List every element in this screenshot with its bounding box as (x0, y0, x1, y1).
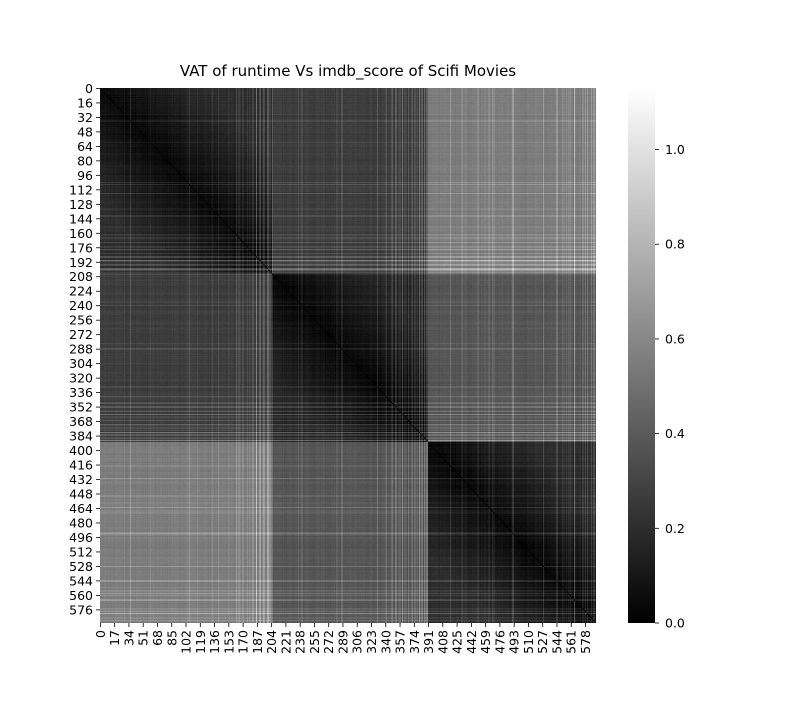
x-tick-label: 561 (564, 630, 579, 654)
x-tick-label: 170 (236, 630, 251, 654)
x-tick-label: 204 (264, 630, 279, 654)
y-tick-label: 0 (85, 81, 93, 96)
y-tick-label: 240 (69, 298, 93, 313)
y-tick-label: 208 (69, 269, 93, 284)
y-tick-label: 496 (69, 530, 93, 545)
y-tick-label: 464 (69, 501, 93, 516)
x-tick-label: 527 (535, 630, 550, 654)
x-tick-label: 153 (221, 630, 236, 654)
x-tick-label: 510 (521, 630, 536, 654)
y-tick-label: 576 (69, 602, 93, 617)
x-tick-label: 102 (179, 630, 194, 654)
y-tick-label: 560 (69, 588, 93, 603)
colorbar-tick-label: 1.0 (665, 142, 685, 157)
y-tick-label: 128 (69, 197, 93, 212)
x-tick-label: 272 (321, 630, 336, 654)
x-tick-label: 51 (136, 630, 151, 646)
colorbar-tick-label: 0.2 (665, 521, 685, 536)
y-tick-label: 336 (69, 385, 93, 400)
y-tick-label: 48 (77, 124, 93, 139)
colorbar-tick-label: 0.4 (665, 426, 685, 441)
x-tick-label: 119 (193, 630, 208, 654)
y-tick-label: 304 (69, 356, 93, 371)
x-axis-ticks: 0 17 34 51 68 85 102 119 136 153 170 187 204 221 238 25… (93, 623, 593, 654)
y-tick-label: 64 (77, 139, 93, 154)
y-tick-label: 32 (77, 110, 93, 125)
x-tick-label: 289 (335, 630, 350, 654)
y-axis-ticks: 0163248648096112128144160176192208224240… (69, 81, 100, 617)
y-tick-label: 432 (69, 472, 93, 487)
x-tick-label: 357 (393, 630, 408, 654)
x-tick-label: 374 (407, 630, 422, 654)
y-tick-label: 144 (69, 211, 93, 226)
x-tick-label: 255 (307, 630, 322, 654)
x-tick-label: 323 (364, 630, 379, 654)
heatmap-cells (100, 88, 596, 623)
x-tick-label: 85 (164, 630, 179, 646)
x-tick-label: 442 (464, 630, 479, 654)
x-tick-label: 408 (435, 630, 450, 654)
x-tick-label: 340 (378, 630, 393, 654)
heatmap-image (100, 88, 596, 623)
x-tick-label: 17 (107, 630, 122, 646)
y-tick-label: 448 (69, 487, 93, 502)
x-tick-label: 493 (507, 630, 522, 654)
x-tick-label: 136 (207, 630, 222, 654)
x-tick-label: 578 (578, 630, 593, 654)
y-tick-label: 224 (69, 284, 93, 299)
y-tick-label: 16 (77, 95, 93, 110)
x-tick-label: 68 (150, 630, 165, 646)
x-tick-label: 459 (478, 630, 493, 654)
colorbar-ticks: 0.0 0.2 0.4 0.6 0.8 1.0 (655, 142, 685, 631)
x-tick-label: 238 (293, 630, 308, 654)
x-tick-label: 0 (93, 630, 108, 638)
y-tick-label: 480 (69, 515, 93, 530)
y-tick-label: 256 (69, 313, 93, 328)
y-tick-label: 112 (69, 182, 93, 197)
y-tick-label: 384 (69, 429, 93, 444)
colorbar-tick-label: 0.8 (665, 237, 685, 252)
colorbar (628, 88, 655, 623)
y-tick-label: 352 (69, 400, 93, 415)
y-tick-label: 416 (69, 458, 93, 473)
x-tick-label: 391 (421, 630, 436, 654)
y-tick-label: 160 (69, 226, 93, 241)
y-tick-label: 528 (69, 559, 93, 574)
y-tick-label: 272 (69, 327, 93, 342)
y-tick-label: 288 (69, 342, 93, 357)
y-tick-label: 96 (77, 168, 93, 183)
x-tick-label: 476 (492, 630, 507, 654)
y-tick-label: 368 (69, 414, 93, 429)
y-tick-label: 192 (69, 255, 93, 270)
x-tick-label: 221 (278, 630, 293, 654)
y-tick-label: 512 (69, 544, 93, 559)
y-tick-label: 544 (69, 573, 93, 588)
y-tick-label: 400 (69, 443, 93, 458)
chart-title: VAT of runtime Vs imdb_score of Scifi Mo… (180, 62, 516, 81)
y-tick-label: 80 (77, 153, 93, 168)
x-tick-label: 34 (121, 630, 136, 646)
colorbar-tick-label: 0.6 (665, 331, 685, 346)
colorbar-tick-label: 0.0 (665, 616, 685, 631)
x-tick-label: 187 (250, 630, 265, 654)
x-tick-label: 544 (549, 630, 564, 654)
y-tick-label: 176 (69, 240, 93, 255)
y-tick-label: 320 (69, 371, 93, 386)
x-tick-label: 425 (450, 630, 465, 654)
x-tick-label: 306 (350, 630, 365, 654)
